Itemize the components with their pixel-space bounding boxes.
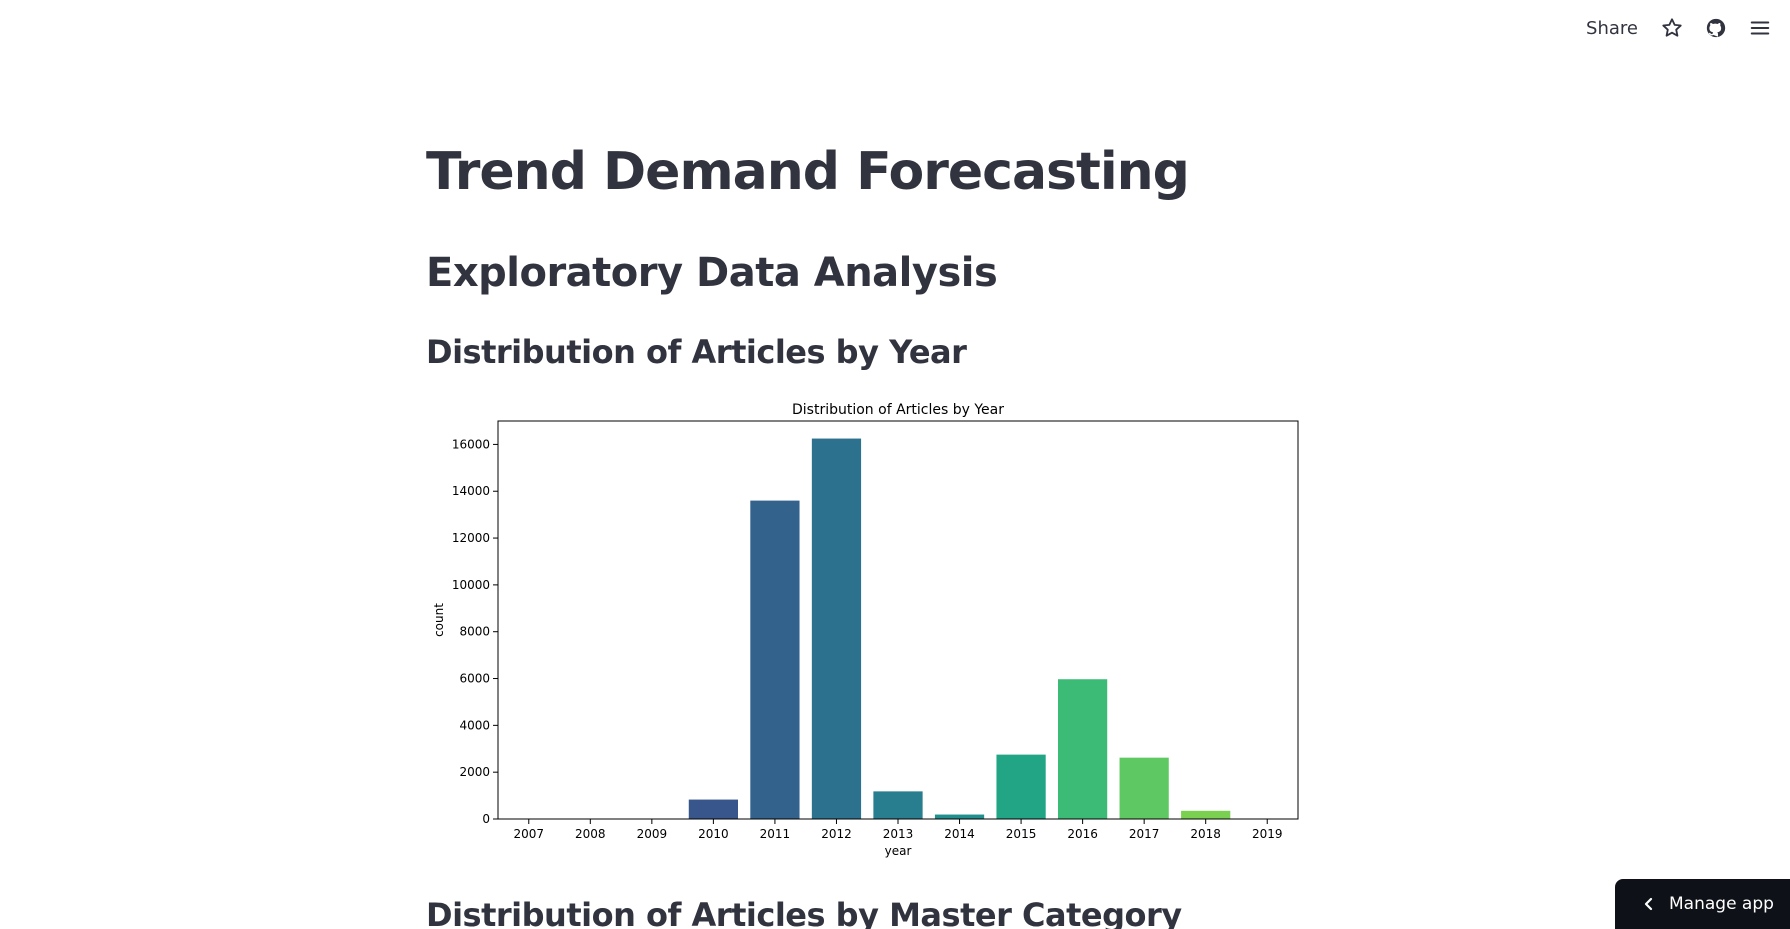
section-header: Exploratory Data Analysis	[426, 250, 998, 296]
share-button[interactable]: Share	[1574, 12, 1650, 45]
x-tick-label-2015: 2015	[1006, 827, 1037, 841]
y-tick-label-8000: 8000	[459, 625, 490, 639]
y-tick-label-6000: 6000	[459, 672, 490, 686]
x-tick-label-2007: 2007	[513, 827, 544, 841]
year-distribution-chart: 0 2000 4000 6000 8000 10000 12000 14000 16000 200…	[426, 390, 1326, 870]
x-tick-label-2016: 2016	[1067, 827, 1098, 841]
chart-title: Distribution of Articles by Year	[792, 402, 1004, 418]
bar-2017	[1119, 757, 1169, 819]
bar-2012	[811, 438, 862, 819]
y-tick-label-0: 0	[482, 812, 490, 826]
bar-2018	[1181, 810, 1231, 819]
subheader-articles-by-year: Distribution of Articles by Year	[426, 333, 967, 371]
github-icon	[1706, 18, 1726, 38]
manage-app-button[interactable]: Manage app	[1615, 879, 1790, 929]
page-title: Trend Demand Forecasting	[426, 142, 1190, 202]
x-tick-label-2018: 2018	[1190, 827, 1221, 841]
x-tick-label-2011: 2011	[760, 827, 791, 841]
github-button[interactable]	[1694, 6, 1738, 50]
y-tick-label-2000: 2000	[459, 765, 490, 779]
x-tick-label-2013: 2013	[883, 827, 914, 841]
x-axis-label: year	[885, 844, 912, 858]
star-icon	[1662, 18, 1682, 37]
y-tick-label-16000: 16000	[452, 437, 490, 451]
bar-2014	[934, 814, 985, 819]
x-tick-label-2019: 2019	[1252, 827, 1283, 841]
y-tick-label-14000: 14000	[452, 484, 490, 498]
bar-2010	[688, 799, 738, 819]
y-axis-label: count	[432, 603, 446, 637]
bar-2015	[996, 754, 1046, 819]
bar-2013	[873, 791, 923, 819]
y-tick-label-10000: 10000	[452, 578, 490, 592]
menu-icon	[1750, 21, 1770, 35]
bar-2016	[1058, 679, 1108, 819]
plot-frame	[497, 420, 1299, 820]
bar-2011	[750, 500, 800, 819]
top-toolbar: Share	[1574, 0, 1790, 56]
manage-app-label: Manage app	[1669, 894, 1774, 914]
chart-svg: 0 2000 4000 6000 8000 10000 12000 14000 16000 200…	[432, 402, 1299, 858]
x-tick-label-2014: 2014	[944, 827, 975, 841]
chevron-left-icon	[1629, 896, 1669, 912]
subheader-articles-by-master-category: Distribution of Articles by Master Categ…	[426, 896, 1182, 929]
star-button[interactable]	[1650, 6, 1694, 50]
y-tick-label-4000: 4000	[459, 718, 490, 732]
y-tick-label-12000: 12000	[452, 531, 490, 545]
x-tick-label-2017: 2017	[1129, 827, 1160, 841]
x-tick-label-2008: 2008	[575, 827, 606, 841]
main-menu-button[interactable]	[1738, 6, 1782, 50]
x-tick-label-2010: 2010	[698, 827, 729, 841]
x-tick-label-2009: 2009	[637, 827, 668, 841]
x-tick-label-2012: 2012	[821, 827, 852, 841]
